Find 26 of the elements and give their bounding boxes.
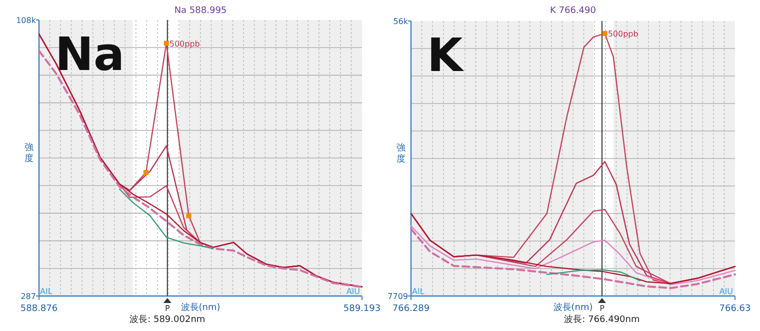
annotation: AIL	[40, 287, 53, 296]
ref-line-label: P	[600, 304, 605, 313]
chart-title: Na 588.995	[174, 6, 227, 16]
x-tick-label: 766.289	[392, 304, 430, 314]
ref-line-label: P	[164, 304, 170, 313]
text: 波長: 589.002nm	[130, 314, 206, 325]
y-tick-label: 287	[20, 292, 36, 301]
annotation: Na	[55, 27, 125, 81]
annotation: K	[427, 28, 465, 82]
chart-title: K 766.490	[550, 6, 596, 16]
annotation: AIU	[346, 287, 360, 296]
text: 波長: 766.490nm	[564, 314, 640, 325]
y-tick-label: 7709	[388, 292, 408, 301]
y-tick-label: 56k	[393, 17, 408, 26]
annotation: 500ppb	[169, 39, 200, 48]
annotation: 500ppb	[608, 30, 638, 39]
x-tick-label: 588.876	[20, 304, 58, 314]
annotation: AIL	[412, 287, 425, 296]
x-axis-title: 波長(nm)	[553, 302, 593, 313]
y-axis-title: 強度	[396, 142, 406, 164]
annotation: AIU	[719, 287, 734, 296]
y-axis-title: 強度	[24, 142, 34, 164]
x-axis-title: 波長(nm)	[180, 302, 220, 313]
x-tick-label: 589.193	[343, 304, 381, 314]
y-tick-label: 108k	[16, 16, 36, 25]
x-tick-label: 766.63	[719, 304, 751, 314]
